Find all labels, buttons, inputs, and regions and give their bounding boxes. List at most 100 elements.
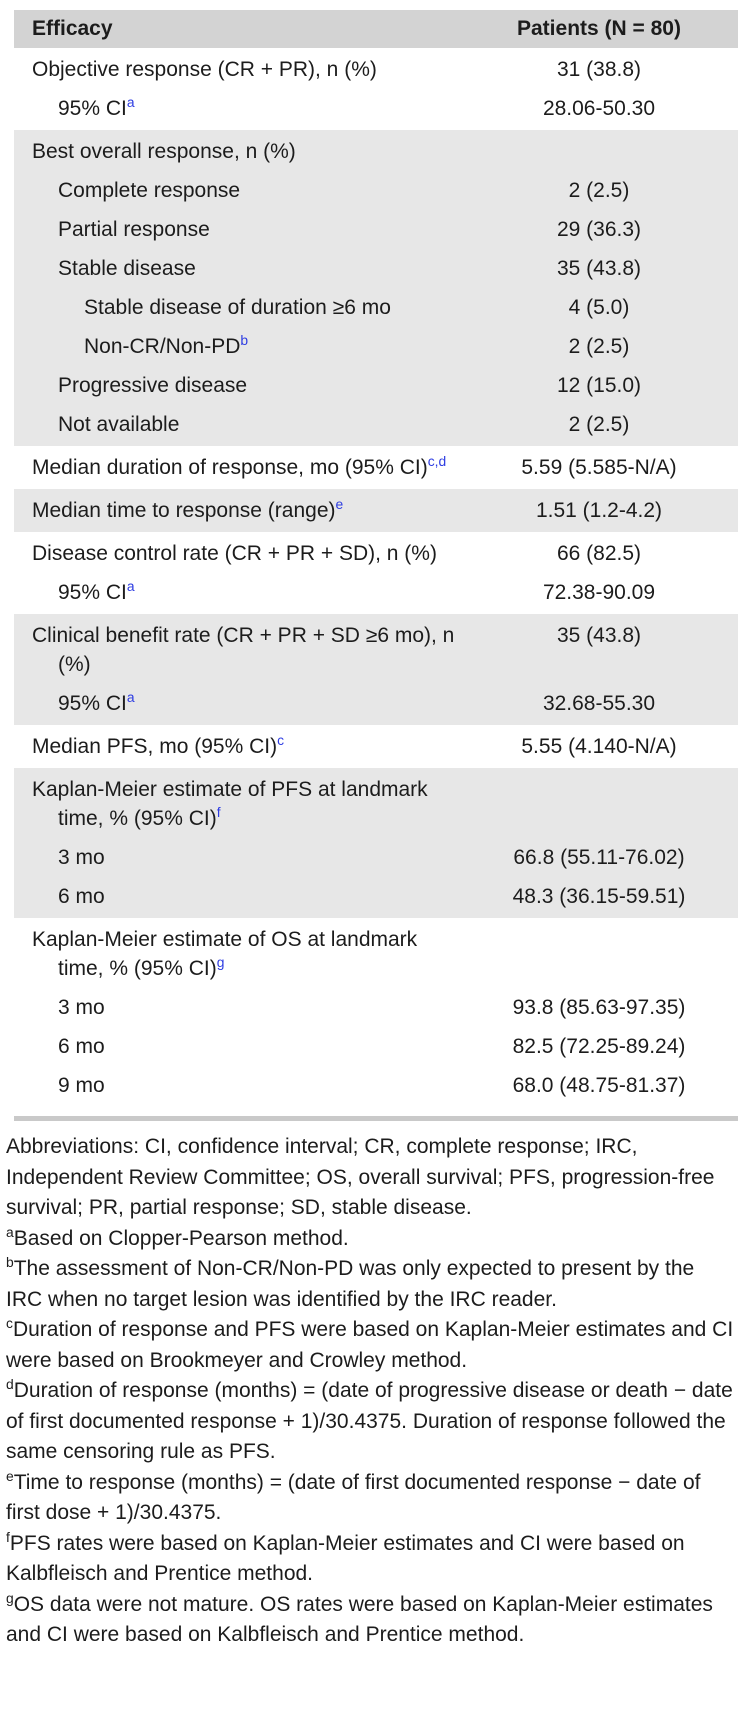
footnote-marker: e: [6, 1467, 14, 1484]
row-label: 3 mo: [58, 846, 105, 869]
row-label: Best overall response, n (%): [32, 140, 296, 163]
footnote-marker: c,d: [427, 453, 447, 469]
table-row: Stable disease 35 (43.8): [14, 249, 738, 288]
row-label: Partial response: [58, 218, 210, 241]
row-label: Objective response (CR + PR), n (%): [32, 58, 377, 81]
table-row: Median duration of response, mo (95% CI)…: [14, 448, 738, 487]
table-group: Kaplan-Meier estimate of OS at landmark …: [14, 918, 738, 1107]
table-row: Best overall response, n (%): [14, 132, 738, 171]
table-group: Disease control rate (CR + PR + SD), n (…: [14, 532, 738, 614]
table-row: Non-CR/Non-PDb 2 (2.5): [14, 327, 738, 366]
row-label: 9 mo: [58, 1074, 105, 1097]
row-label: Not available: [58, 413, 180, 436]
footnote-marker: b: [240, 332, 249, 348]
row-label: Kaplan-Meier estimate of PFS at landmark…: [32, 778, 428, 830]
table-row: Not available 2 (2.5): [14, 405, 738, 444]
footnote: Abbreviations: CI, confidence interval; …: [6, 1135, 715, 1219]
table-group: Objective response (CR + PR), n (%) 31 (3…: [14, 48, 738, 130]
table-group: Clinical benefit rate (CR + PR + SD ≥6 m…: [14, 614, 738, 725]
table-header-row: Efficacy Patients (N = 80): [14, 10, 738, 48]
table-row: Partial response 29 (36.3): [14, 210, 738, 249]
footnote-marker: g: [216, 954, 225, 970]
footnote: bThe assessment of Non-CR/Non-PD was onl…: [6, 1254, 695, 1311]
row-label: Non-CR/Non-PDb: [84, 332, 249, 358]
row-value: 1.51 (1.2-4.2): [535, 499, 663, 522]
row-label: Stable disease: [58, 257, 196, 280]
table-row: Clinical benefit rate (CR + PR + SD ≥6 m…: [14, 616, 738, 684]
table-group: Kaplan-Meier estimate of PFS at landmark…: [14, 768, 738, 918]
row-label: 95% CIa: [58, 578, 135, 604]
row-value: 82.5 (72.25-89.24): [512, 1035, 686, 1058]
row-value: 93.8 (85.63-97.35): [512, 996, 686, 1019]
row-value: 68.0 (48.75-81.37): [512, 1074, 686, 1097]
table-body: Objective response (CR + PR), n (%) 31 (3…: [14, 48, 738, 1107]
row-label: 3 mo: [58, 996, 105, 1019]
row-value: 35 (43.8): [556, 624, 642, 647]
row-label: Progressive disease: [58, 374, 248, 397]
row-value: 4 (5.0): [568, 296, 630, 319]
footnote: dDuration of response (months) = (date o…: [6, 1376, 733, 1463]
footnote-marker: d: [6, 1376, 14, 1392]
footnote: eTime to response (months) = (date of fi…: [6, 1467, 701, 1524]
footnote: fPFS rates were based on Kaplan-Meier es…: [6, 1528, 685, 1585]
table-row: Kaplan-Meier estimate of PFS at landmark…: [14, 770, 738, 838]
row-label: Disease control rate (CR + PR + SD), n (…: [32, 542, 437, 565]
row-label: 6 mo: [58, 1035, 105, 1058]
footnote-marker: f: [216, 804, 221, 820]
table-row: Complete response 2 (2.5): [14, 171, 738, 210]
footnote-marker: a: [6, 1223, 14, 1240]
footnote: gOS data were not mature. OS rates were …: [6, 1589, 713, 1646]
row-label: Median PFS, mo (95% CI)c: [32, 732, 285, 758]
row-value: 32.68-55.30: [542, 692, 656, 715]
table-row: Progressive disease 12 (15.0): [14, 366, 738, 405]
footnote-marker: e: [335, 496, 344, 512]
row-value: 12 (15.0): [556, 374, 642, 397]
footnote-marker: c: [6, 1315, 13, 1331]
table-row: 95% CIa 32.68-55.30: [14, 684, 738, 723]
row-value: 29 (36.3): [556, 218, 642, 241]
table-group: Median time to response (range)e 1.51 (1.…: [14, 489, 738, 532]
table-row: 95% CIa 72.38-90.09: [14, 573, 738, 612]
row-label: Kaplan-Meier estimate of OS at landmark …: [32, 928, 418, 980]
footnote-marker: a: [126, 689, 135, 705]
table-row: Kaplan-Meier estimate of OS at landmark …: [14, 920, 738, 988]
row-value: 66.8 (55.11-76.02): [513, 846, 685, 869]
table-row: 6 mo 82.5 (72.25-89.24): [14, 1027, 738, 1066]
row-label: Median time to response (range)e: [32, 496, 344, 522]
table-group: Best overall response, n (%) Complete res…: [14, 130, 738, 446]
row-label: 95% CIa: [58, 689, 135, 715]
table-row: Objective response (CR + PR), n (%) 31 (3…: [14, 50, 738, 89]
row-value: 5.59 (5.585-N/A): [521, 456, 677, 479]
row-value: 72.38-90.09: [542, 581, 656, 604]
table-group: Median PFS, mo (95% CI)c 5.55 (4.140-N/A): [14, 725, 738, 768]
footnote: cDuration of response and PFS were based…: [6, 1315, 734, 1372]
table-row: Stable disease of duration ≥6 mo 4 (5.0): [14, 288, 738, 327]
footnote-marker: c: [277, 732, 285, 748]
row-value: 2 (2.5): [568, 413, 630, 436]
row-value: 31 (38.8): [556, 58, 642, 81]
row-label: Complete response: [58, 179, 241, 202]
row-label: 6 mo: [58, 885, 105, 908]
row-label: Clinical benefit rate (CR + PR + SD ≥6 m…: [32, 624, 455, 676]
table-row: Median time to response (range)e 1.51 (1.…: [14, 491, 738, 530]
row-label: 95% CIa: [58, 94, 135, 120]
footnote-marker: a: [126, 578, 135, 594]
row-value: 2 (2.5): [568, 335, 630, 358]
row-label: Stable disease of duration ≥6 mo: [84, 296, 391, 319]
row-value: 2 (2.5): [568, 179, 630, 202]
row-value: 5.55 (4.140-N/A): [521, 735, 677, 758]
table-row: Median PFS, mo (95% CI)c 5.55 (4.140-N/A): [14, 727, 738, 766]
footnotes: Abbreviations: CI, confidence interval; …: [6, 1132, 735, 1651]
table-row: 6 mo 48.3 (36.15-59.51): [14, 877, 738, 916]
footnote: aBased on Clopper-Pearson method.: [6, 1223, 349, 1250]
column-header-patients: Patients (N = 80): [517, 17, 681, 40]
footnote-marker: g: [6, 1589, 14, 1606]
table-row: 3 mo 93.8 (85.63-97.35): [14, 988, 738, 1027]
row-value: 66 (82.5): [556, 542, 642, 565]
table-row: 3 mo 66.8 (55.11-76.02): [14, 838, 738, 877]
table-row: 9 mo 68.0 (48.75-81.37): [14, 1066, 738, 1105]
row-value: 28.06-50.30: [542, 97, 656, 120]
table-row: 95% CIa 28.06-50.30: [14, 89, 738, 128]
footnote-marker: a: [126, 94, 135, 110]
footnote-marker: f: [6, 1528, 10, 1545]
